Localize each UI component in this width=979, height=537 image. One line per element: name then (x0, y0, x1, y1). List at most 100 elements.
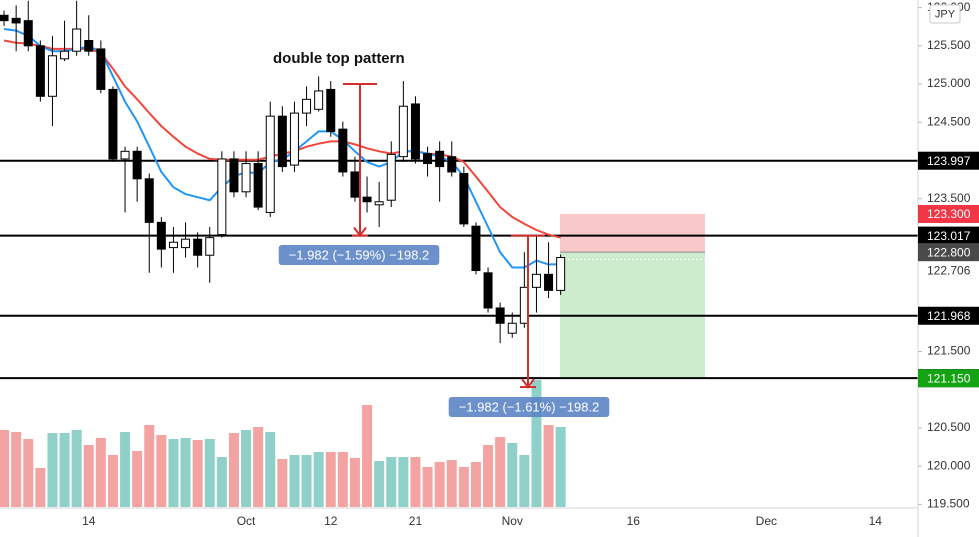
candle-body (302, 98, 312, 114)
currency: JPY (935, 8, 956, 20)
candle-body (72, 28, 82, 52)
volume-bar (71, 430, 82, 507)
volume-bar (458, 467, 469, 507)
price-badge-label: 121.150 (927, 371, 971, 385)
annotation: double top pattern (273, 50, 405, 67)
volume-bar (446, 460, 457, 507)
candle-body (289, 112, 299, 166)
candle-body (459, 172, 469, 225)
volume-bar (132, 451, 143, 507)
candle-body (314, 90, 324, 110)
y-tick-label: 125.000 (927, 76, 971, 90)
x-tick-label: 12 (324, 514, 338, 528)
plot-area: −1.982 (−1.59%) −198.2 −1.982 (−1.61%) −1… (0, 0, 918, 507)
candle-body (423, 153, 433, 165)
candle-body (60, 50, 70, 60)
volume-bar (325, 452, 336, 507)
y-tick-label: 120.500 (927, 420, 971, 434)
candle-body (350, 171, 360, 198)
volume-bar (216, 457, 227, 507)
y-tick-label: 119.500 (927, 497, 970, 511)
x-tick-label: 14 (869, 514, 883, 528)
candle-body (326, 88, 336, 132)
price-badge-label: 122.800 (927, 245, 971, 259)
volume-bar (144, 425, 155, 507)
candle-body (495, 307, 505, 324)
volume-bar (241, 430, 252, 507)
volume-bar (422, 467, 433, 507)
currency-box (929, 4, 961, 24)
volume-bar (374, 461, 385, 507)
volume-bar (168, 439, 179, 507)
candle-body (168, 241, 178, 249)
candle-body (217, 158, 227, 236)
volume-bar (301, 455, 312, 507)
price-badge (918, 226, 979, 245)
y-tick-label: 125.500 (927, 38, 971, 52)
time-axis (0, 508, 918, 537)
candle-body (47, 55, 57, 97)
volume-bar (265, 432, 276, 507)
measure-label: −1.982 (−1.61%) −198.2 (459, 399, 600, 414)
volume-bar (519, 455, 530, 507)
candle-body (35, 45, 45, 97)
candle-body (84, 40, 94, 52)
candle-body (253, 163, 263, 208)
candle-body (362, 196, 372, 203)
volume-bar (313, 452, 324, 507)
price-badge-label: 123.017 (927, 229, 971, 243)
candle-body (556, 257, 566, 291)
volume-bar (95, 438, 106, 507)
candle-body (531, 273, 541, 288)
price-badge-label: 123.997 (927, 154, 971, 168)
price-axis (918, 0, 979, 537)
volume-bar (23, 439, 34, 507)
candle-body (338, 128, 348, 173)
volume-bar (386, 457, 397, 507)
price-badge (918, 306, 979, 325)
candle-body (108, 88, 118, 160)
volume-bar (277, 459, 288, 507)
price-badge (918, 243, 979, 262)
axis-labels: 14Oct1221Nov16Dec14126.000125.500125.000… (82, 0, 979, 528)
candle-body (144, 178, 154, 223)
volume-bar (470, 462, 481, 507)
volume-bar (204, 439, 215, 507)
volume-bar (543, 425, 554, 507)
price-badge (918, 151, 979, 170)
price-badge-label: 121.968 (927, 309, 971, 323)
x-tick-label: Oct (237, 514, 256, 528)
candle-body (156, 221, 166, 250)
candle-body (181, 238, 191, 249)
x-tick-label: 16 (627, 514, 641, 528)
volume-bar (495, 437, 506, 507)
stop-zone (560, 213, 705, 253)
candle-body (205, 237, 215, 256)
volume-bar (289, 455, 300, 507)
candle-body (374, 201, 384, 206)
candle-body (229, 158, 239, 193)
volume-bar (555, 427, 566, 507)
candle-body (471, 225, 481, 272)
volume-bar (120, 432, 131, 507)
candle-body (435, 150, 445, 168)
candle-body (277, 115, 287, 168)
candle-body (96, 48, 106, 90)
candle-body (507, 322, 517, 334)
candle-body (447, 156, 457, 173)
volume-bar (253, 427, 264, 507)
volume-bar (410, 457, 421, 507)
candle-body (193, 238, 203, 256)
candle-body (483, 272, 493, 309)
volume-bar (180, 438, 191, 507)
candle-body (0, 14, 9, 22)
candle-body (23, 20, 33, 47)
volume-bar (483, 445, 494, 507)
measure-label-box (278, 245, 440, 265)
y-tick-label: 123.500 (927, 191, 971, 205)
candle-body (398, 105, 408, 158)
volume-bar (398, 457, 409, 507)
measure-label-box (448, 397, 610, 417)
candle-body (120, 150, 130, 160)
volume-bar (349, 458, 360, 507)
